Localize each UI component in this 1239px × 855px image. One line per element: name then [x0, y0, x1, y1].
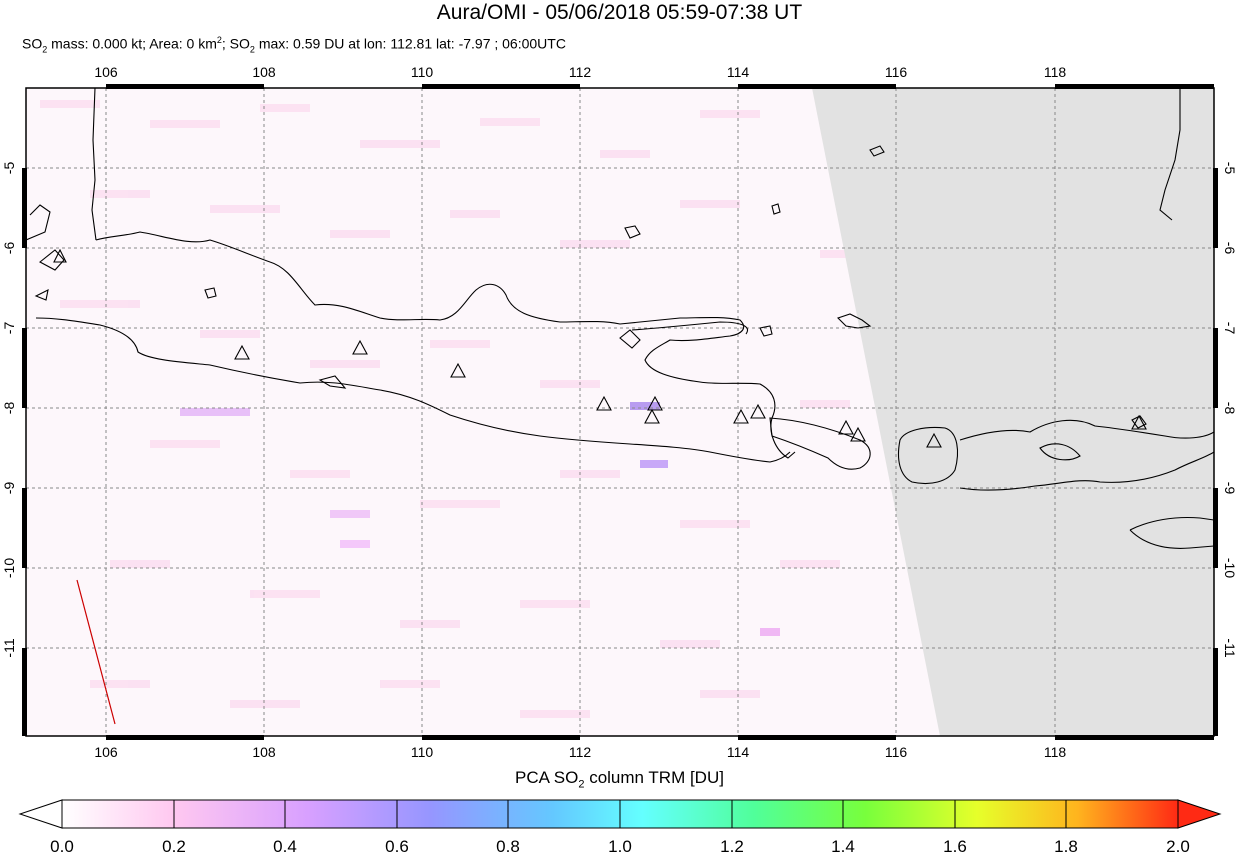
colorbar-over-arrow	[1177, 799, 1222, 829]
lat-tick-label: -10	[1, 558, 17, 578]
volcano-marker	[850, 426, 866, 442]
lat-tick-label: -5	[1, 162, 17, 175]
lat-tick-label: -6	[1, 242, 17, 255]
lon-tick-label: 112	[569, 64, 592, 80]
so2-enhanced-pixels	[180, 402, 780, 636]
lon-labels-bottom: 106 108 110 112 114 116 118	[94, 744, 1066, 760]
lat-tick-label: -7	[1222, 322, 1238, 335]
volcano-marker	[53, 248, 67, 263]
map-title: Aura/OMI - 05/06/2018 05:59-07:38 UT	[436, 1, 803, 24]
colorbar: 0.0 0.2 0.4 0.6 0.8 1.0 1.2 1.4 1.6 1.8 …	[18, 799, 1222, 855]
frame-ticks	[22, 84, 1218, 740]
volcano-marker	[647, 395, 663, 411]
colorbar-under-arrow	[18, 799, 63, 829]
volcano-marker	[750, 403, 766, 419]
map-subtitle: SO2 mass: 0.000 kt; Area: 0 km2; SO2 max…	[22, 35, 566, 55]
graticule	[26, 88, 1214, 736]
lat-tick-label: -11	[1, 638, 17, 657]
colorbar-ticks	[173, 800, 1067, 828]
lat-tick-label: -11	[1222, 638, 1238, 657]
lon-tick-label: 108	[252, 744, 276, 760]
volcano-marker	[352, 339, 368, 355]
lat-tick-label: -8	[1222, 402, 1238, 415]
lon-tick-label: 114	[727, 744, 750, 760]
volcano-marker	[596, 395, 612, 411]
volcano-marker	[838, 419, 854, 435]
volcano-marker	[450, 362, 466, 378]
colorbar-tick-label: 0.8	[496, 837, 520, 855]
coastlines	[26, 88, 1214, 549]
colorbar-tick-label: 0.4	[273, 837, 297, 855]
colorbar-tick-label: 1.4	[831, 837, 855, 855]
lon-tick-label: 108	[252, 64, 276, 80]
lat-tick-label: -9	[1222, 482, 1238, 495]
lat-tick-label: -5	[1222, 162, 1238, 175]
colorbar-tick-label: 0.0	[50, 837, 74, 855]
lon-tick-label: 114	[727, 64, 750, 80]
lat-tick-label: -8	[1, 402, 17, 415]
lon-tick-label: 118	[1044, 64, 1067, 80]
volcano-marker	[926, 432, 942, 448]
colorbar-tick-label: 1.0	[608, 837, 632, 855]
lon-tick-label: 106	[94, 64, 118, 80]
lon-tick-label: 118	[1044, 744, 1067, 760]
lon-tick-label: 116	[885, 64, 908, 80]
lon-tick-label: 106	[94, 744, 118, 760]
plot-frame	[25, 87, 1215, 737]
colorbar-title: PCA SO2 column TRM [DU]	[515, 768, 724, 791]
lon-tick-label: 110	[411, 744, 434, 760]
lat-tick-label: -6	[1222, 242, 1238, 255]
lon-labels-top: 106 108 110 112 114 116 118	[94, 64, 1066, 80]
lat-labels-left: -5 -6 -7 -8 -9 -10 -11	[1, 162, 17, 658]
map-plot	[22, 84, 1218, 740]
colorbar-tick-label: 0.2	[162, 837, 186, 855]
so2-swath-pixels	[40, 100, 860, 718]
colorbar-tick-label: 1.2	[720, 837, 744, 855]
colorbar-tick-label: 0.6	[385, 837, 409, 855]
lat-labels-right: -5 -6 -7 -8 -9 -10 -11	[1222, 162, 1238, 658]
orbit-track	[76, 579, 116, 725]
colorbar-tick-label: 1.8	[1054, 837, 1078, 855]
volcano-marker	[644, 408, 660, 424]
lat-tick-label: -7	[1, 322, 17, 335]
lat-tick-label: -9	[1, 482, 17, 495]
volcano-marker	[733, 408, 749, 424]
lon-tick-label: 110	[411, 64, 434, 80]
lon-tick-label: 112	[569, 744, 592, 760]
no-data-region	[812, 88, 1214, 736]
volcano-marker	[234, 344, 250, 360]
colorbar-tick-label: 2.0	[1166, 837, 1190, 855]
lat-tick-label: -10	[1222, 558, 1238, 578]
lon-tick-label: 116	[885, 744, 908, 760]
volcano-marker	[1131, 414, 1147, 430]
volcano-markers	[53, 248, 1147, 448]
colorbar-tick-label: 1.6	[943, 837, 967, 855]
